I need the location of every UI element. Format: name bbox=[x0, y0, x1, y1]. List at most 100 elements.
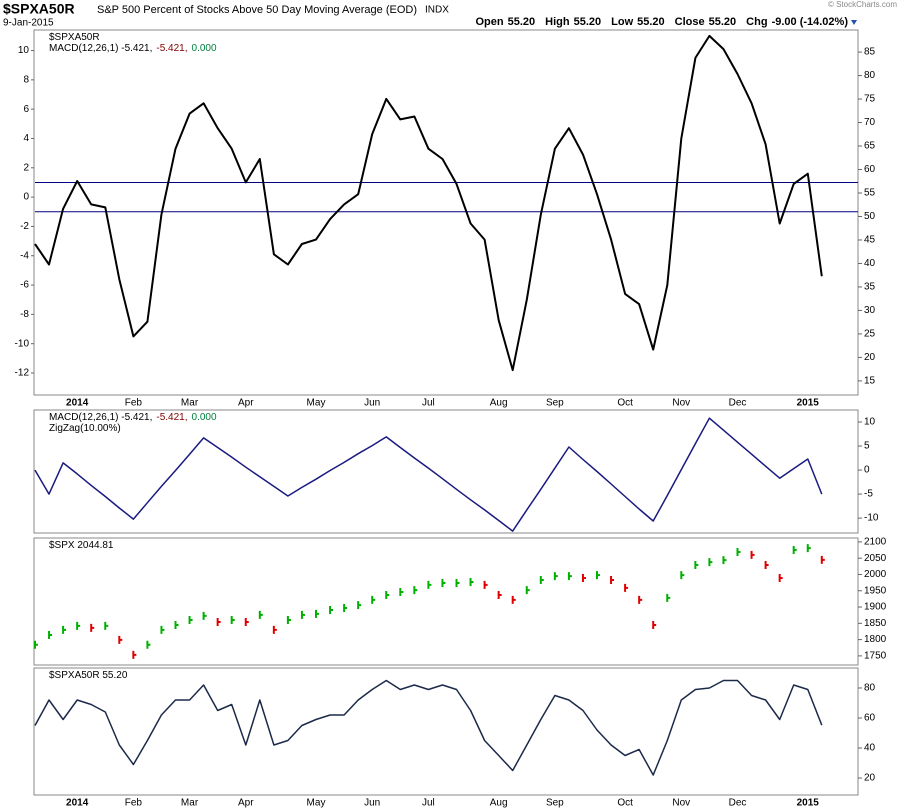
price-bar bbox=[216, 618, 221, 627]
quote-menu[interactable] bbox=[851, 20, 857, 25]
price-bar bbox=[90, 623, 95, 632]
price-bar bbox=[497, 590, 502, 599]
price-bar bbox=[469, 577, 474, 586]
legend-part: $SPXA50R bbox=[49, 32, 100, 43]
y-tick-label: 2050 bbox=[864, 553, 887, 564]
price-bar bbox=[666, 593, 671, 602]
y2-tick-label: 65 bbox=[864, 141, 876, 152]
panel-frame bbox=[33, 409, 859, 534]
price-bar bbox=[638, 595, 643, 604]
x-tick-label: Nov bbox=[672, 798, 690, 809]
price-bar bbox=[286, 616, 291, 625]
symbol-name: S&P 500 Percent of Stocks Above 50 Day M… bbox=[97, 4, 417, 16]
legend-entry: $SPX 2044.81 bbox=[49, 540, 114, 551]
price-bar bbox=[455, 578, 460, 587]
price-bar bbox=[708, 558, 713, 567]
x-tick-label: Jun bbox=[364, 798, 380, 809]
symbol: $SPXA50R bbox=[3, 1, 75, 17]
price-bar bbox=[329, 605, 334, 614]
price-bar bbox=[230, 616, 235, 625]
price-bar bbox=[427, 580, 432, 589]
y-tick-label: 1850 bbox=[864, 618, 887, 629]
y-tick-label: 4 bbox=[23, 133, 29, 144]
x-tick-label: Dec bbox=[729, 798, 747, 809]
quote: Open 55.20 High 55.20 Low 55.20 Close 55.20 Chg -… bbox=[476, 16, 849, 28]
y-tick-label: 2 bbox=[23, 162, 29, 173]
x-tick-label: Aug bbox=[490, 398, 508, 409]
y-tick-label: 6 bbox=[23, 104, 29, 115]
y-tick-label: -2 bbox=[20, 221, 29, 232]
price-bar bbox=[244, 618, 249, 627]
price-bar bbox=[525, 586, 530, 595]
y2-tick-label: 80 bbox=[864, 70, 876, 81]
y-tick-label: 60 bbox=[864, 713, 876, 724]
price-bar bbox=[34, 640, 38, 649]
price-bar bbox=[357, 601, 362, 610]
y2-tick-label: 15 bbox=[864, 376, 876, 387]
quote-value: -9.00 (-14.02%) bbox=[772, 16, 849, 28]
price-bar bbox=[48, 631, 53, 640]
quote-label: Open bbox=[476, 16, 504, 28]
y-tick-label: 0 bbox=[864, 465, 870, 476]
quote-label: High bbox=[545, 16, 570, 28]
x-tick-label: Aug bbox=[490, 798, 508, 809]
x-tick-label: 2014 bbox=[66, 798, 89, 809]
y2-tick-label: 70 bbox=[864, 117, 876, 128]
price-bar bbox=[343, 604, 348, 613]
x-tick-label: Oct bbox=[617, 798, 633, 809]
y2-tick-label: 40 bbox=[864, 258, 876, 269]
series-line bbox=[34, 34, 823, 372]
price-bar bbox=[792, 546, 797, 555]
price-bar bbox=[511, 595, 516, 604]
price-bar bbox=[62, 625, 67, 634]
legend-part: $SPX 2044.81 bbox=[49, 540, 114, 551]
price-bar bbox=[722, 556, 727, 565]
price-bar bbox=[596, 571, 600, 580]
x-tick-label: Mar bbox=[181, 398, 199, 409]
y-tick-label: 1900 bbox=[864, 602, 887, 613]
y-tick-label: -10 bbox=[864, 513, 879, 524]
x-tick-label: Apr bbox=[238, 398, 254, 409]
y-tick-label: 40 bbox=[864, 743, 876, 754]
y-tick-label: -8 bbox=[20, 309, 29, 320]
price-bar bbox=[118, 635, 123, 644]
y2-tick-label: 60 bbox=[864, 164, 876, 175]
price-bar bbox=[188, 616, 193, 625]
price-bar bbox=[567, 572, 572, 581]
price-bar bbox=[553, 572, 558, 581]
x-tick-label: Jul bbox=[422, 798, 435, 809]
y-tick-label: 5 bbox=[864, 441, 870, 452]
series-line bbox=[34, 679, 823, 776]
quote-value: 55.20 bbox=[574, 16, 602, 28]
quote-value: 55.20 bbox=[637, 16, 665, 28]
price-bar bbox=[258, 610, 263, 619]
price-bar bbox=[750, 550, 755, 559]
y-tick-label: -12 bbox=[15, 368, 30, 379]
legend-part: 0.000 bbox=[192, 412, 217, 423]
y-tick-label: 10 bbox=[864, 417, 876, 428]
legend-entry: $SPXA50R bbox=[49, 32, 100, 43]
y-tick-label: 2100 bbox=[864, 537, 887, 548]
y2-tick-label: 20 bbox=[864, 352, 876, 363]
y-tick-label: -6 bbox=[20, 280, 29, 291]
y2-tick-label: 30 bbox=[864, 305, 876, 316]
legend-part: MACD(12,26,1) -5.421, bbox=[49, 412, 152, 423]
legend-entry: MACD(12,26,1) -5.421, -5.421, 0.000 bbox=[49, 43, 217, 54]
y-tick-label: 8 bbox=[23, 74, 29, 85]
panel-frame bbox=[33, 667, 859, 796]
exchange: INDX bbox=[425, 5, 449, 16]
legend-entry: $SPXA50R 55.20 bbox=[49, 670, 128, 681]
price-bar bbox=[610, 576, 615, 585]
quote-value: 55.20 bbox=[709, 16, 737, 28]
y-tick-label: 20 bbox=[864, 773, 876, 784]
panel-frame bbox=[33, 29, 859, 396]
y-tick-label: 1750 bbox=[864, 651, 887, 662]
y-tick-label: -4 bbox=[20, 250, 29, 261]
price-bar bbox=[104, 621, 109, 630]
price-bar bbox=[778, 574, 783, 583]
x-tick-label: May bbox=[307, 398, 326, 409]
legend-part: MACD(12,26,1) -5.421, bbox=[49, 43, 152, 54]
price-bar bbox=[680, 571, 685, 580]
y2-tick-label: 35 bbox=[864, 282, 876, 293]
